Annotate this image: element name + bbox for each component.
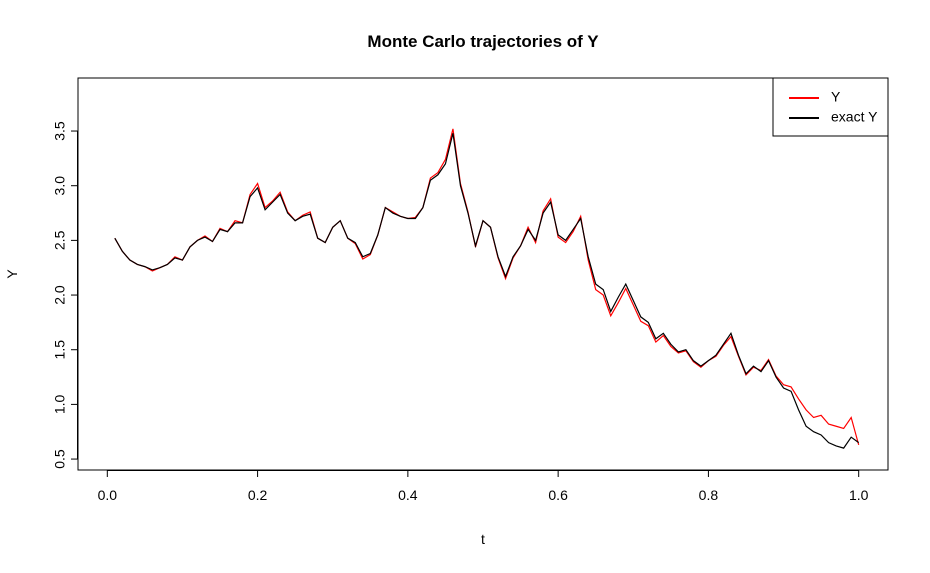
y-tick-label: 2.5 (52, 230, 68, 250)
y-axis-label: Y (4, 269, 20, 279)
x-tick-label: 0.6 (548, 487, 568, 503)
legend-label: Y (831, 89, 841, 105)
y-tick-label: 3.0 (52, 176, 68, 196)
legend-box (772, 77, 889, 137)
x-tick-label: 0.4 (398, 487, 418, 503)
y-tick-label: 3.5 (52, 121, 68, 141)
y-tick-label: 1.0 (52, 394, 68, 414)
x-tick-label: 0.2 (248, 487, 268, 503)
chart-title: Monte Carlo trajectories of Y (367, 32, 599, 51)
series-line (114, 128, 860, 446)
x-tick-label: 0.8 (699, 487, 719, 503)
x-tick-label: 0.0 (98, 487, 118, 503)
x-axis-label: t (481, 531, 485, 547)
y-tick-label: 2.0 (52, 285, 68, 305)
y-tick-label: 1.5 (52, 340, 68, 360)
x-tick-label: 1.0 (849, 487, 869, 503)
y-tick-label: 0.5 (52, 449, 68, 469)
series-line (114, 133, 860, 449)
legend-label: exact Y (831, 109, 878, 125)
plot-box (77, 77, 889, 471)
